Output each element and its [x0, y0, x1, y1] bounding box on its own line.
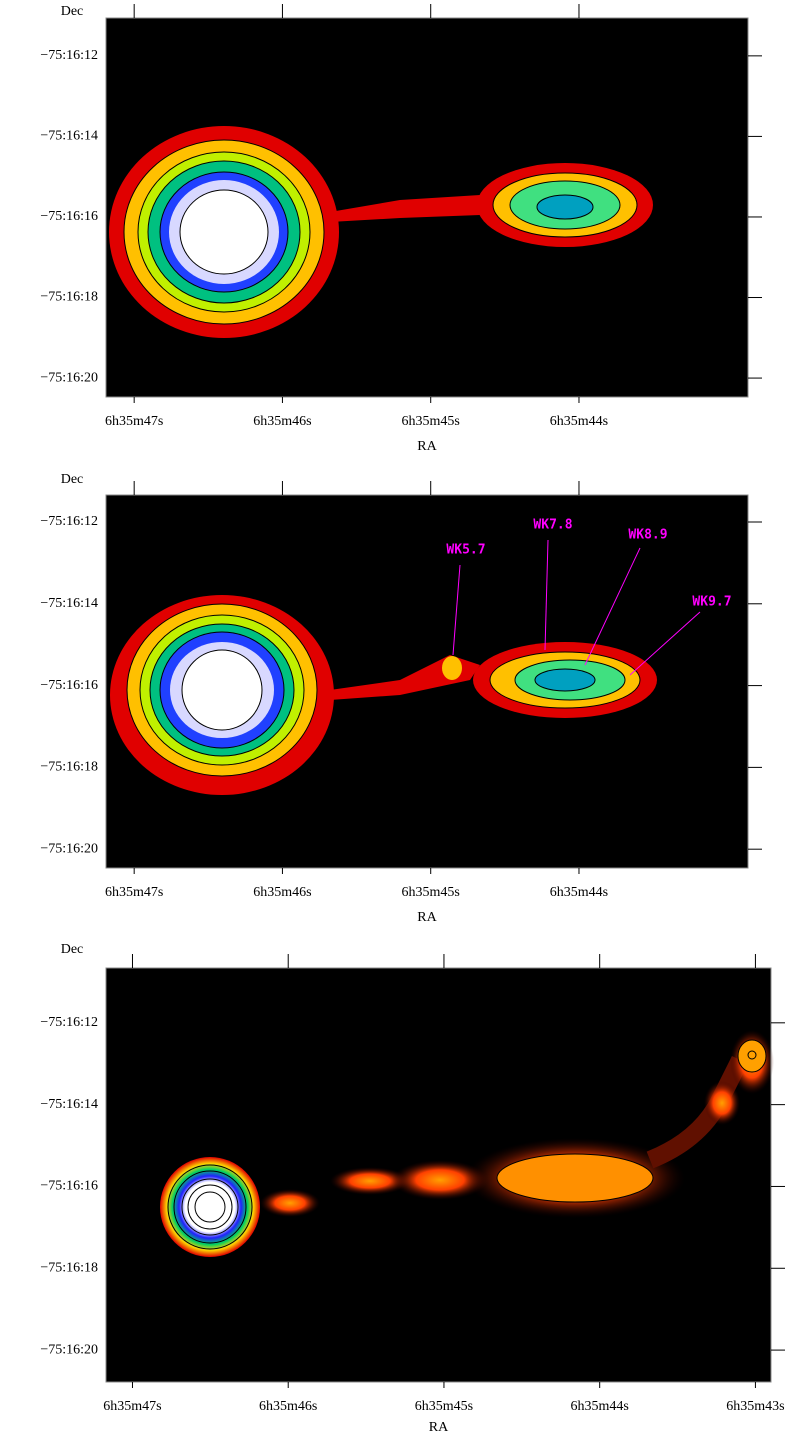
y-tick-label: −75:16:18	[40, 760, 98, 775]
image-panel-3	[106, 968, 774, 1382]
y-tick-label: −75:16:18	[40, 290, 98, 305]
x-tick-label: 6h35m47s	[105, 885, 163, 900]
annotation: WK9.7	[692, 595, 731, 610]
x-tick-label: 6h35m44s	[571, 1399, 629, 1414]
y-tick-label: −75:16:20	[40, 841, 98, 856]
x-axis-label: RA	[429, 1420, 449, 1435]
y-tick-label: −75:16:14	[40, 1097, 98, 1112]
image-panel-2	[106, 495, 748, 868]
y-axis-label: Dec	[61, 472, 84, 487]
y-tick-label: −75:16:20	[40, 1342, 98, 1357]
y-tick-label: −75:16:14	[40, 596, 98, 611]
x-tick-label: 6h35m43s	[726, 1399, 784, 1414]
x-tick-label: 6h35m45s	[402, 414, 460, 429]
annotation: WK7.8	[533, 518, 572, 533]
y-axis-label: Dec	[61, 942, 84, 957]
x-tick-label: 6h35m46s	[253, 414, 311, 429]
y-axis-label: Dec	[61, 4, 84, 19]
image-panel-1	[106, 18, 748, 397]
y-tick-label: −75:16:12	[40, 48, 98, 63]
y-tick-label: −75:16:18	[40, 1260, 98, 1275]
annotation: WK8.9	[628, 528, 667, 543]
x-tick-label: 6h35m47s	[105, 414, 163, 429]
x-tick-label: 6h35m45s	[415, 1399, 473, 1414]
x-tick-label: 6h35m46s	[253, 885, 311, 900]
y-tick-label: −75:16:20	[40, 370, 98, 385]
x-tick-label: 6h35m45s	[402, 885, 460, 900]
x-tick-label: 6h35m44s	[550, 414, 608, 429]
y-tick-label: −75:16:16	[40, 209, 98, 224]
annotation: WK5.7	[446, 543, 485, 558]
y-tick-label: −75:16:16	[40, 678, 98, 693]
y-tick-label: −75:16:12	[40, 514, 98, 529]
x-axis-label: RA	[417, 439, 437, 454]
y-tick-label: −75:16:16	[40, 1179, 98, 1194]
y-tick-label: −75:16:14	[40, 129, 98, 144]
x-axis-label: RA	[417, 910, 437, 925]
x-tick-label: 6h35m44s	[550, 885, 608, 900]
x-tick-label: 6h35m46s	[259, 1399, 317, 1414]
y-tick-label: −75:16:12	[40, 1015, 98, 1030]
x-tick-label: 6h35m47s	[103, 1399, 161, 1414]
figure: 6h35m47s 6h35m46s 6h35m45s 6h35m44s −75:16:1…	[0, 0, 799, 1440]
